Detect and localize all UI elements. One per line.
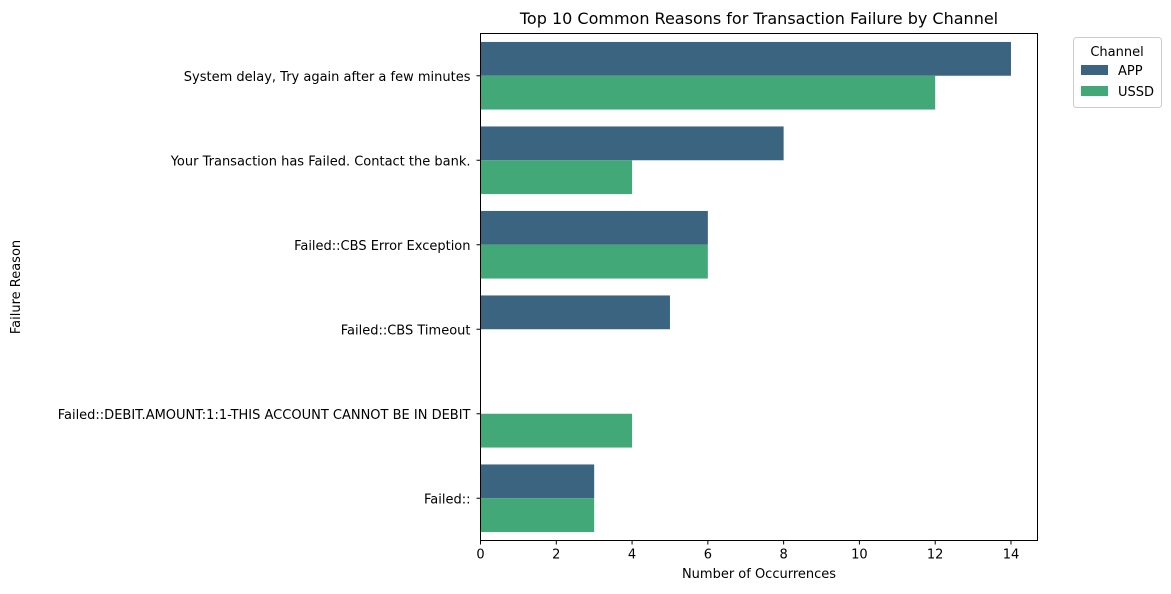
- legend-title: Channel: [1090, 45, 1143, 60]
- bar-ussd: [480, 160, 633, 195]
- x-tick-label: 10: [851, 548, 868, 563]
- legend-label-ussd: USSD: [1118, 85, 1154, 100]
- y-tick-label: System delay, Try again after a few minu…: [184, 70, 471, 85]
- legend: Channel APP USSD: [1073, 37, 1162, 108]
- x-tick-label: 6: [704, 548, 712, 563]
- bar-app: [480, 41, 1011, 76]
- x-tick-label: 14: [1003, 548, 1020, 563]
- bar-ussd: [480, 244, 708, 279]
- y-tick-label: Failed::: [424, 492, 470, 507]
- bar-app: [480, 464, 595, 499]
- bar-ussd: [480, 498, 595, 533]
- bar-app: [480, 295, 670, 330]
- y-ticks: System delay, Try again after a few minu…: [58, 70, 481, 507]
- x-tick-label: 0: [476, 548, 484, 563]
- chart-title: Top 10 Common Reasons for Transaction Fa…: [519, 9, 998, 28]
- y-tick-label: Failed::CBS Error Exception: [294, 239, 470, 254]
- plot-frame: [480, 33, 1038, 541]
- x-tick-label: 4: [628, 548, 636, 563]
- legend-swatch-ussd: [1081, 86, 1108, 96]
- x-tick-label: 8: [779, 548, 787, 563]
- x-tick-label: 2: [552, 548, 560, 563]
- legend-swatch-app: [1081, 65, 1108, 75]
- y-axis-label: Failure Reason: [9, 240, 24, 334]
- bar-ussd: [480, 413, 633, 448]
- bar-ussd: [480, 75, 936, 110]
- x-tick-label: 12: [927, 548, 944, 563]
- y-tick-label: Failed::DEBIT.AMOUNT:1:1-THIS ACCOUNT CA…: [58, 408, 471, 423]
- bar-app: [480, 210, 708, 245]
- y-tick-label: Failed::CBS Timeout: [341, 323, 471, 338]
- legend-label-app: APP: [1118, 64, 1143, 79]
- y-tick-label: Your Transaction has Failed. Contact the…: [170, 154, 471, 169]
- x-ticks: 0 2 4 6 8 10 12 14: [476, 540, 1020, 563]
- bars-layer: [480, 41, 1011, 533]
- legend-items: APP USSD: [1081, 64, 1154, 100]
- bar-app: [480, 126, 784, 161]
- x-axis-label: Number of Occurrences: [682, 567, 836, 582]
